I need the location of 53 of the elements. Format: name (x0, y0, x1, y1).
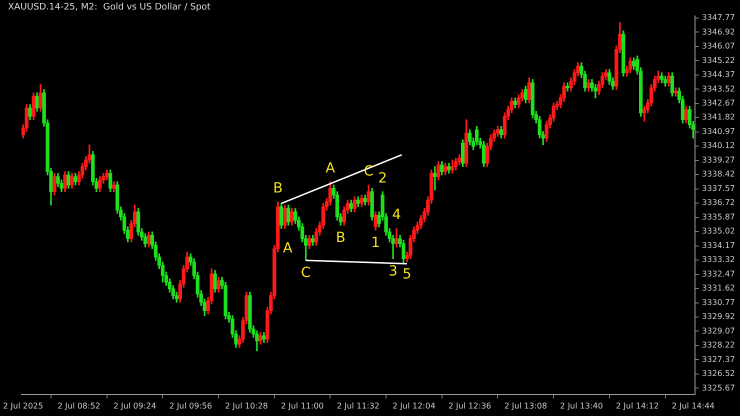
y-tick-label: 3329.07 (702, 326, 736, 336)
y-tick-label: 3328.22 (702, 340, 736, 350)
y-tick-label: 3340.97 (702, 126, 736, 136)
x-tick-label: 2 Jul 13:08 (504, 401, 548, 410)
y-tick-label: 3332.47 (702, 269, 736, 278)
y-tick-label: 3333.32 (702, 255, 736, 264)
x-tick-label: 2 Jul 14:44 (672, 401, 715, 410)
x-tick-label: 2 Jul 09:56 (169, 401, 212, 410)
annotation: 2 (378, 170, 388, 186)
x-tick-label: 2 Jul 12:36 (448, 401, 492, 410)
y-tick-label: 3329.92 (702, 312, 736, 322)
annotation: C (364, 164, 374, 180)
y-tick-label: 3340.12 (702, 141, 736, 150)
y-tick-label: 3347.77 (702, 13, 736, 22)
chart-title: XAUUSD.14-25, M2: Gold vs US Dollar / Spot (8, 2, 212, 13)
y-tick-label: 3343.52 (702, 84, 736, 94)
x-tick-label: 2 Jul 2025 (3, 401, 44, 410)
y-tick-label: 3338.42 (702, 170, 736, 179)
y-tick-label: 3342.67 (702, 98, 736, 108)
y-tick-label: 3336.72 (702, 198, 736, 208)
annotation: A (282, 240, 293, 256)
annotation: A (325, 160, 336, 176)
y-tick-label: 3346.07 (702, 42, 736, 51)
y-tick-label: 3330.77 (702, 298, 736, 307)
y-tick-label: 3325.67 (702, 383, 736, 392)
annotation: B (273, 180, 283, 196)
y-tick-label: 3346.92 (702, 27, 736, 36)
x-tick-label: 2 Jul 09:24 (113, 401, 156, 410)
y-tick-label: 3335.87 (702, 212, 736, 222)
y-tick-label: 3334.17 (702, 240, 736, 250)
annotation: 5 (402, 266, 412, 283)
y-tick-label: 3326.52 (702, 369, 736, 378)
y-tick-label: 3327.37 (702, 354, 736, 364)
annotation: C (300, 265, 311, 282)
y-tick-label: 3341.82 (702, 112, 736, 122)
annotation: 1 (371, 234, 380, 251)
x-tick-label: 2 Jul 14:12 (616, 401, 659, 410)
x-tick-label: 2 Jul 12:04 (392, 401, 436, 410)
y-tick-label: 3335.02 (702, 226, 736, 236)
x-tick-label: 2 Jul 11:32 (336, 401, 380, 410)
x-tick-label: 2 Jul 13:40 (560, 401, 603, 410)
candlestick (433, 166, 437, 190)
x-tick-label: 2 Jul 11:00 (280, 401, 324, 410)
y-tick-label: 3344.37 (702, 70, 736, 80)
annotation: B (336, 230, 346, 246)
x-tick-label: 2 Jul 10:28 (225, 401, 268, 410)
annotation: 3 (388, 263, 398, 280)
x-tick-label: 2 Jul 08:52 (58, 401, 100, 410)
annotation: 4 (392, 207, 402, 224)
y-tick-label: 3331.62 (702, 284, 736, 293)
y-tick-label: 3345.22 (702, 56, 736, 65)
y-tick-label: 3337.57 (702, 184, 736, 193)
y-tick-label: 3339.27 (702, 155, 736, 164)
